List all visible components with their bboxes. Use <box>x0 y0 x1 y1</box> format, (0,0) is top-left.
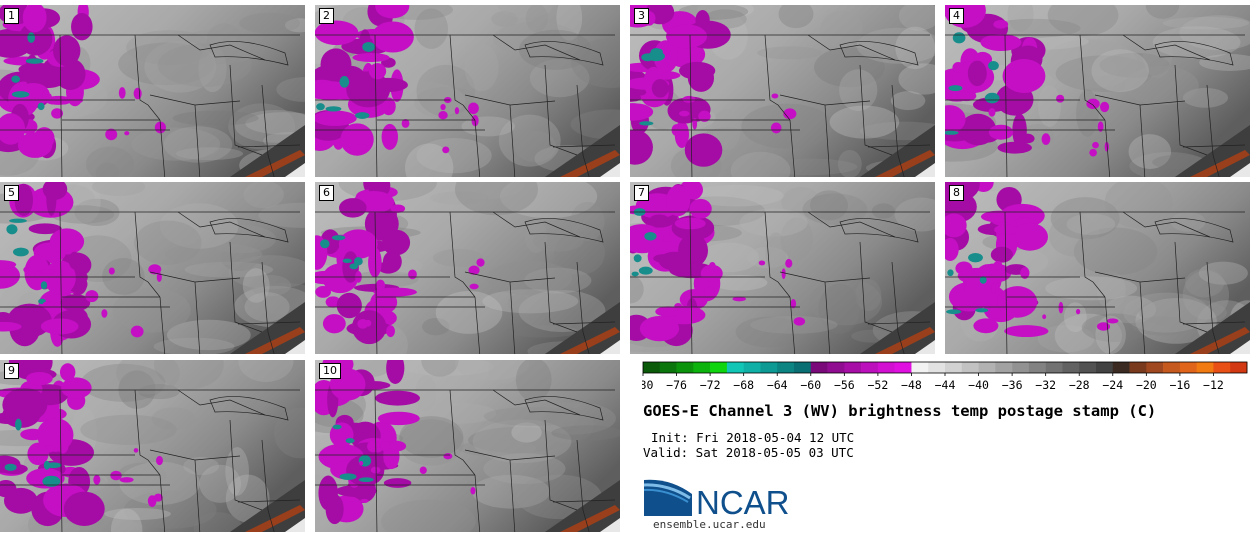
colorbar-tick-label: −60 <box>800 378 821 391</box>
member-panel-7: 7 <box>630 182 935 354</box>
colorbar-tick-label: −44 <box>935 378 956 391</box>
colorbar-swatch <box>1196 362 1214 373</box>
colorbar-swatch <box>1045 362 1063 373</box>
satellite-map <box>0 360 305 532</box>
colorbar-swatch <box>1129 362 1147 373</box>
panel-number: 4 <box>949 8 964 24</box>
member-panel-8: 8 <box>945 182 1250 354</box>
colorbar-swatch <box>911 362 929 373</box>
colorbar-swatch <box>777 362 795 373</box>
ncar-swoosh-icon <box>644 479 692 516</box>
colorbar-swatch <box>961 362 979 373</box>
colorbar-swatch <box>1012 362 1030 373</box>
member-panel-1: 1 <box>0 5 305 177</box>
colorbar-tick-label: −24 <box>1102 378 1123 391</box>
colorbar-swatch <box>1079 362 1097 373</box>
colorbar-swatch <box>995 362 1013 373</box>
member-panel-9: 9 <box>0 360 305 532</box>
satellite-map <box>315 360 620 532</box>
colorbar: −80−76−72−68−64−60−56−52−48−44−40−36−32−… <box>642 361 1248 391</box>
member-panel-3: 3 <box>630 5 935 177</box>
colorbar-tick-label: −36 <box>1002 378 1023 391</box>
panel-number: 2 <box>319 8 334 24</box>
colorbar-swatch <box>827 362 845 373</box>
satellite-map <box>315 182 620 354</box>
colorbar-swatch <box>810 362 828 373</box>
colorbar-tick-label: −52 <box>867 378 888 391</box>
satellite-map <box>945 182 1250 354</box>
colorbar-swatch <box>861 362 879 373</box>
colorbar-swatch <box>659 362 677 373</box>
colorbar-tick-label: −68 <box>733 378 754 391</box>
colorbar-tick-label: −12 <box>1203 378 1224 391</box>
colorbar-swatch <box>1179 362 1197 373</box>
satellite-map <box>945 5 1250 177</box>
colorbar-tick-label: −28 <box>1069 378 1090 391</box>
panel-number: 5 <box>4 185 19 201</box>
satellite-map <box>0 182 305 354</box>
panel-number: 7 <box>634 185 649 201</box>
panel-number: 9 <box>4 363 19 379</box>
colorbar-swatch <box>1163 362 1181 373</box>
ncar-logo: NCAR <box>643 479 790 518</box>
satellite-map <box>0 5 305 177</box>
colorbar-tick-label: −76 <box>666 378 687 391</box>
colorbar-swatch <box>794 362 812 373</box>
panel-number: 1 <box>4 8 19 24</box>
ncar-wordmark: NCAR <box>696 484 790 518</box>
panel-number: 6 <box>319 185 334 201</box>
colorbar-swatch <box>945 362 963 373</box>
colorbar-swatch <box>743 362 761 373</box>
satellite-map <box>315 5 620 177</box>
colorbar-swatch <box>844 362 862 373</box>
member-panel-2: 2 <box>315 5 620 177</box>
colorbar-swatch <box>877 362 895 373</box>
logo-url: ensemble.ucar.edu <box>653 518 766 531</box>
colorbar-tick-label: −56 <box>834 378 855 391</box>
colorbar-swatch <box>1028 362 1046 373</box>
colorbar-swatch <box>676 362 694 373</box>
member-panel-5: 5 <box>0 182 305 354</box>
colorbar-swatch <box>693 362 711 373</box>
member-panel-4: 4 <box>945 5 1250 177</box>
colorbar-swatch <box>978 362 996 373</box>
colorbar-swatch <box>710 362 728 373</box>
colorbar-tick-label: −80 <box>642 378 653 391</box>
colorbar-tick-label: −72 <box>700 378 721 391</box>
colorbar-swatch <box>1096 362 1114 373</box>
satellite-map <box>630 5 935 177</box>
colorbar-swatch <box>928 362 946 373</box>
panel-number: 3 <box>634 8 649 24</box>
colorbar-swatch <box>643 362 661 373</box>
colorbar-tick-label: −40 <box>968 378 989 391</box>
figure-title: GOES-E Channel 3 (WV) brightness temp po… <box>643 402 1157 420</box>
colorbar-swatch <box>726 362 744 373</box>
colorbar-swatch <box>760 362 778 373</box>
colorbar-swatch <box>1146 362 1164 373</box>
member-panel-10: 10 <box>315 360 620 532</box>
colorbar-swatch <box>1112 362 1130 373</box>
colorbar-swatch <box>1062 362 1080 373</box>
member-panel-6: 6 <box>315 182 620 354</box>
colorbar-tick-label: −16 <box>1169 378 1190 391</box>
satellite-map <box>630 182 935 354</box>
colorbar-tick-label: −32 <box>1035 378 1056 391</box>
colorbar-tick-label: −48 <box>901 378 922 391</box>
colorbar-swatch <box>1213 362 1231 373</box>
init-time: Init: Fri 2018-05-04 12 UTC <box>651 430 855 445</box>
valid-time: Valid: Sat 2018-05-05 03 UTC <box>643 445 854 460</box>
panel-number: 10 <box>319 363 341 379</box>
colorbar-tick-label: −64 <box>767 378 788 391</box>
colorbar-tick-label: −20 <box>1136 378 1157 391</box>
panel-number: 8 <box>949 185 964 201</box>
colorbar-swatch <box>894 362 912 373</box>
colorbar-swatch <box>1230 362 1248 373</box>
